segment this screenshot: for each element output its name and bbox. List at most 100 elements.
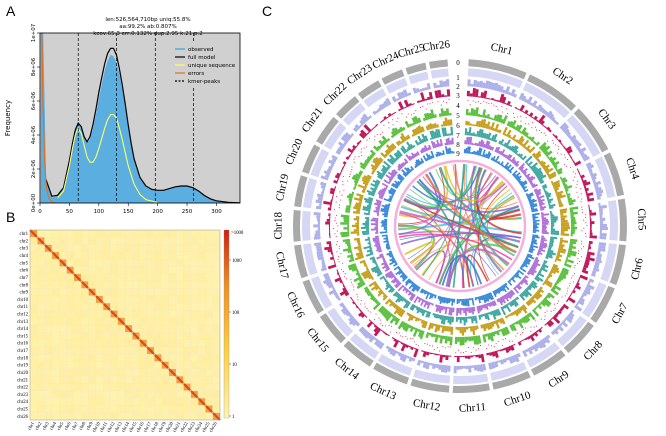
track-histogram-bar — [411, 284, 417, 292]
track-point — [334, 233, 336, 235]
track-point — [336, 230, 338, 232]
heatmap-cell — [198, 251, 206, 260]
track-histogram-bar — [546, 172, 550, 176]
track-histogram-bar — [419, 330, 425, 340]
track-point — [438, 350, 441, 352]
track-histogram-bar — [391, 143, 397, 149]
heatmap-cell — [168, 383, 177, 391]
track-density-bar — [550, 330, 556, 336]
heatmap-cell — [212, 339, 221, 347]
track-density-bar — [561, 320, 569, 328]
track-number: 8 — [456, 141, 460, 149]
track-histogram-bar — [384, 311, 392, 320]
heatmap-cell — [190, 303, 199, 311]
track-histogram-bar — [589, 215, 591, 219]
track-density-bar — [317, 196, 323, 201]
track-histogram-bar — [526, 135, 530, 139]
track-histogram-bar — [404, 161, 408, 165]
row-label: chr17 — [17, 349, 29, 354]
track-histogram-bar — [363, 197, 373, 203]
heatmap-cell — [161, 354, 169, 362]
track-histogram-bar — [368, 203, 372, 206]
track-histogram-bar — [407, 291, 412, 296]
track-point — [336, 241, 338, 243]
heatmap-cell — [125, 412, 133, 421]
track-histogram-bar — [367, 211, 371, 214]
track-histogram-bar — [559, 274, 567, 280]
track-histogram-bar — [542, 263, 549, 269]
heatmap-cell — [37, 288, 45, 296]
track-histogram-bar — [535, 190, 541, 195]
heatmap-cell — [139, 346, 147, 355]
track-histogram-bar — [536, 195, 545, 200]
track-histogram-bar — [463, 307, 466, 314]
track-histogram-bar — [413, 153, 417, 158]
heatmap-cell — [183, 310, 191, 318]
track-density-bar — [473, 365, 478, 371]
col-label: chr12 — [107, 421, 117, 433]
heatmap-cell — [51, 310, 60, 318]
track-histogram-bar — [465, 120, 468, 126]
track-histogram-bar — [508, 302, 513, 307]
track-histogram-bar — [534, 169, 542, 176]
track-histogram-bar — [474, 142, 477, 146]
track-density-bar — [570, 309, 575, 314]
heatmap-cell — [132, 398, 140, 406]
track-histogram-bar — [474, 325, 477, 331]
track-density-bar — [360, 328, 367, 335]
track-histogram-bar — [354, 182, 358, 186]
heatmap-cell — [183, 376, 191, 384]
track-histogram-bar — [541, 217, 547, 220]
track-histogram-bar — [496, 129, 500, 133]
heatmap-cell — [73, 368, 82, 377]
heatmap-cell — [146, 376, 155, 384]
track-histogram-bar — [550, 232, 560, 236]
track-histogram-bar — [327, 207, 332, 211]
track-histogram-bar — [532, 215, 536, 218]
heatmap-cell — [37, 368, 45, 377]
track-histogram-bar — [491, 97, 495, 101]
heatmap-cell — [30, 390, 38, 399]
track-histogram-bar — [489, 292, 495, 300]
heatmap-cell — [190, 237, 199, 245]
track-histogram-bar — [446, 89, 451, 97]
colorbar-tick-label: 10 — [232, 363, 237, 368]
track-histogram-bar — [420, 299, 425, 306]
track-histogram-bar — [530, 136, 535, 142]
track-histogram-bar — [568, 202, 574, 206]
track-point — [415, 343, 417, 346]
heatmap-cell — [81, 317, 89, 326]
track-histogram-bar — [395, 282, 402, 289]
track-histogram-bar — [420, 298, 424, 301]
track-histogram-bar — [543, 297, 552, 306]
track-density-bar — [320, 191, 325, 195]
track-histogram-bar — [500, 306, 507, 316]
heatmap-cell — [103, 368, 111, 377]
track-histogram-bar — [379, 275, 385, 280]
track-histogram-bar — [420, 126, 425, 133]
track-histogram-bar — [570, 211, 578, 215]
track-histogram-bar — [504, 133, 508, 137]
track-histogram-bar — [517, 135, 524, 144]
track-histogram-bar — [385, 235, 388, 238]
heatmap-cell — [110, 303, 118, 311]
track-density-bar — [373, 337, 378, 341]
track-histogram-bar — [433, 123, 437, 129]
track-histogram-bar — [493, 290, 498, 295]
heatmap-cell — [168, 361, 177, 369]
heatmap-cell — [110, 361, 118, 369]
heatmap-cell — [205, 339, 213, 347]
track-number: 3 — [456, 92, 460, 100]
track-histogram-bar — [381, 220, 388, 223]
track-histogram-bar — [544, 323, 548, 326]
heatmap-cell — [139, 273, 147, 282]
track-histogram-bar — [499, 297, 504, 303]
track-histogram-bar — [472, 109, 476, 117]
track-histogram-bar — [417, 296, 421, 300]
heatmap-cell — [88, 332, 96, 340]
track-density-bar — [579, 151, 585, 157]
track-point — [535, 320, 537, 322]
track-heat-band — [490, 361, 527, 381]
track-point — [573, 273, 575, 275]
track-histogram-bar — [531, 116, 535, 119]
